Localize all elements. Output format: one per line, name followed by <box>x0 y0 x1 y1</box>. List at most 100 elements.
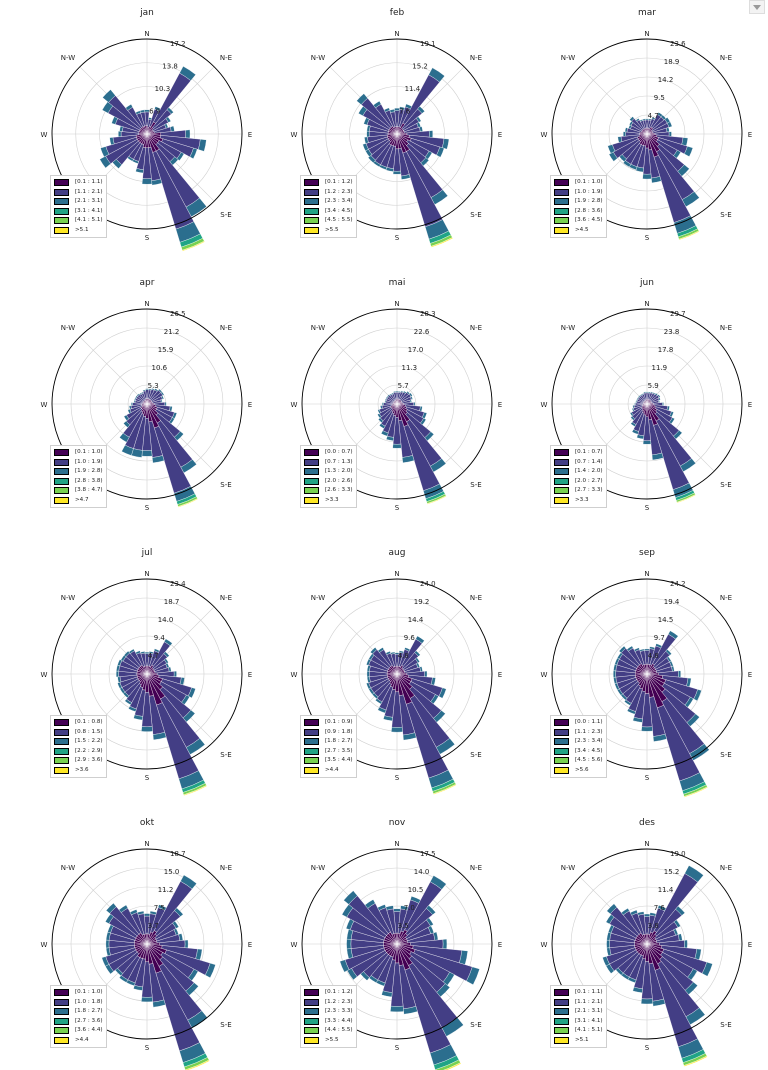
legend-label: [0.1 : 0.7) <box>575 449 603 455</box>
sector <box>129 909 148 945</box>
sector-bar <box>163 651 170 658</box>
windrose-plot: 5.7 11.3 17.0 22.6 28.3 N N-E E S-E S W N-W <box>291 300 503 512</box>
legend-label: >4.7 <box>75 496 89 503</box>
legend-item: >5.6 <box>554 766 603 776</box>
radial-tick-label: 18.9 <box>664 58 680 66</box>
legend: [0.1 : 0.9) [0.9 : 1.8) [1.8 : 2.7) [2.7 : … <box>300 715 357 778</box>
sector <box>102 89 148 135</box>
legend-item: [3.5 : 4.4) <box>304 756 353 766</box>
sector <box>146 920 180 945</box>
compass-label: W <box>291 401 298 409</box>
windrose-plot: 4.8 9.6 14.4 19.2 24.0 N N-E E S-E S W N-W <box>291 570 502 795</box>
sector <box>396 130 433 138</box>
radial-tick-label: 13.8 <box>162 63 178 71</box>
compass-label: W <box>541 401 548 409</box>
outer-ring <box>51 848 243 1040</box>
windrose-panel: des 3.8 7.6 11.4 15.2 19.0 N N-E E S-E S W N-W [0.1 :… <box>522 818 768 1070</box>
sector <box>146 943 199 981</box>
radial-tick-label: 5.3 <box>148 382 159 390</box>
legend-item: [3.6 : 4.4) <box>54 1026 103 1036</box>
compass-label: W <box>41 401 48 409</box>
sector-bar <box>385 905 394 911</box>
radial-tick-label: 24.0 <box>420 580 436 588</box>
legend-label: [2.8 : 3.6) <box>575 207 603 214</box>
radial-tick-label: 6.9 <box>149 108 160 116</box>
compass-label: N <box>394 30 399 38</box>
outer-ring <box>551 38 743 230</box>
sector <box>646 121 673 135</box>
sector <box>146 673 206 755</box>
sector-bar <box>430 875 447 890</box>
sector-bar <box>343 890 358 905</box>
sector-bar <box>133 985 143 991</box>
outer-ring <box>301 848 493 1040</box>
sector <box>377 904 398 945</box>
sector-bar <box>390 651 396 655</box>
legend-swatch <box>554 1036 569 1044</box>
legend-item: [3.6 : 4.5) <box>554 216 603 226</box>
legend-swatch <box>304 1036 319 1044</box>
compass-label: N <box>144 840 149 848</box>
sector <box>358 105 398 135</box>
radial-tick-label: 11.3 <box>402 364 418 372</box>
sector-bar <box>613 670 616 678</box>
compass-label: S <box>145 504 150 512</box>
radial-tick-label: 15.9 <box>158 346 174 354</box>
sector-bar <box>119 975 129 983</box>
compass-label: N-W <box>61 864 75 872</box>
sector <box>646 660 674 675</box>
sector-bar <box>380 405 383 410</box>
sector <box>364 133 398 144</box>
sector-bar <box>402 455 415 463</box>
sector <box>646 403 675 425</box>
legend-item: [2.1 : 3.1) <box>54 197 103 207</box>
legend-label: [4.5 : 5.6) <box>575 757 603 763</box>
windrose-panel: nov 3.5 7.0 10.5 14.0 17.5 N N-E E S-E S W N-W [0.1 :… <box>272 818 522 1070</box>
windrose-panel: jul 4.7 9.4 14.0 18.7 23.4 N N-E E S-E S W N-W [0.1 :… <box>22 548 272 800</box>
sector <box>356 93 398 135</box>
sector <box>146 943 166 1008</box>
compass-label: S-E <box>720 211 731 219</box>
radial-tick-label: 7.5 <box>154 904 165 912</box>
legend-swatch <box>304 1008 319 1016</box>
sector <box>346 943 398 981</box>
sector-bar <box>141 450 153 457</box>
sector-bar <box>392 443 402 449</box>
sector <box>112 133 148 169</box>
sector <box>128 403 148 410</box>
sector-bar <box>624 699 632 706</box>
sector-bar <box>390 1005 404 1013</box>
sector-bar <box>428 130 433 138</box>
sector-bar <box>415 116 422 123</box>
sector-bar <box>639 648 645 652</box>
scroll-down-button[interactable] <box>749 0 765 14</box>
sector <box>146 403 165 464</box>
sector-bar <box>140 651 146 655</box>
radial-tick-label: 7.6 <box>654 904 666 912</box>
sector-bar <box>630 415 636 421</box>
legend-item: >4.4 <box>304 766 353 776</box>
legend-swatch <box>554 487 569 495</box>
sector-bar <box>339 959 350 973</box>
windrose-panel: mai 5.7 11.3 17.0 22.6 28.3 N N-E E S-E S W N-W [0.0 … <box>272 278 522 530</box>
chart-title: mar <box>638 8 656 18</box>
legend-label: [2.7 : 3.3) <box>575 487 603 493</box>
sector-bar <box>153 72 192 124</box>
legend-label: [3.8 : 4.7) <box>75 487 103 493</box>
outer-ring <box>551 848 743 1040</box>
legend-item: >5.1 <box>54 226 103 236</box>
legend-label: [3.3 : 4.4) <box>325 1017 353 1024</box>
radial-tick-label: 4.8 <box>648 652 659 660</box>
compass-label: S-E <box>470 211 481 219</box>
legend-item: [3.1 : 4.1) <box>54 207 103 217</box>
legend-label: [2.8 : 3.8) <box>75 477 103 484</box>
legend-label: [1.1 : 2.3) <box>575 728 603 735</box>
sector-bar <box>177 498 199 508</box>
sector-bar <box>370 647 378 655</box>
compass-label: N-W <box>61 54 75 62</box>
sector-bar <box>642 173 652 180</box>
sector-bar <box>105 939 110 949</box>
compass-label: N-W <box>561 594 575 602</box>
sector-bar <box>621 908 630 916</box>
sector <box>639 648 648 675</box>
